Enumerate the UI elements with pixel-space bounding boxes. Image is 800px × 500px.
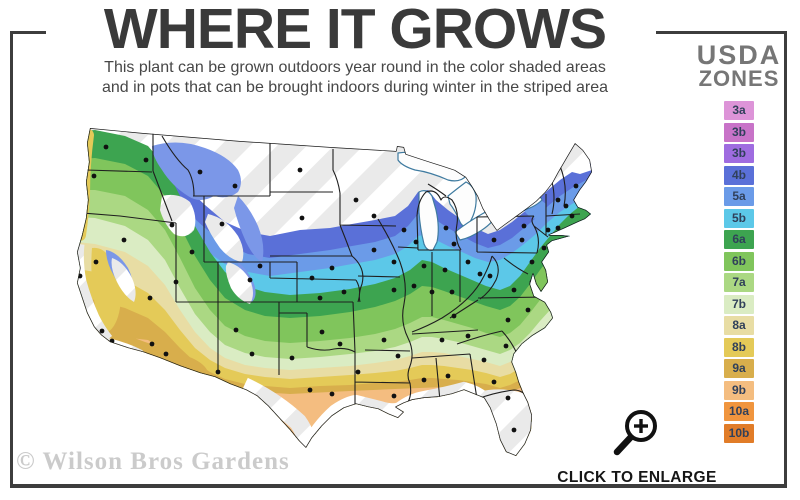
frame-left — [10, 31, 13, 487]
legend-heading-zones: ZONES — [698, 66, 780, 91]
zone-swatch-3: 4b — [724, 165, 754, 185]
zone-swatch-2: 3b — [724, 144, 754, 163]
zone-swatch-5: 5b — [724, 208, 754, 228]
zone-swatch-15: 10b — [724, 423, 754, 443]
magnifier-icon[interactable] — [607, 404, 667, 462]
click-to-enlarge[interactable]: CLICK TO ENLARGE — [548, 404, 726, 487]
zone-swatch-1: 3b — [724, 122, 754, 142]
zone-swatch-11: 8b — [724, 337, 754, 357]
zone-swatch-14: 10a — [724, 402, 754, 421]
usda-zones-legend: USDA ZONES 3a 3b 3b 4b 5a 5b 6a 6b 7a 7b 8a 8b 9a 9b 1… — [696, 42, 782, 445]
zone-swatch-9: 7b — [724, 294, 754, 314]
zone-swatch-list: 3a 3b 3b 4b 5a 5b 6a 6b 7a 7b 8a 8b 9a 9b 10a 10b — [696, 101, 782, 445]
zone-swatch-8: 7a — [724, 273, 754, 292]
lake-huron — [447, 181, 477, 227]
frame-top-left — [10, 31, 46, 34]
enlarge-label[interactable]: CLICK TO ENLARGE — [557, 469, 717, 486]
zone-swatch-12: 9a — [724, 359, 754, 378]
zone-swatch-10: 8a — [724, 316, 754, 335]
zone-swatch-6: 6a — [724, 230, 754, 249]
city-dots — [77, 144, 579, 433]
zone-swatch-4: 5a — [724, 187, 754, 206]
zone-swatch-13: 9b — [724, 380, 754, 400]
lake-michigan — [418, 190, 439, 251]
frame-right — [784, 31, 787, 487]
subtitle-line-2: and in pots that can be brought indoors … — [101, 79, 609, 96]
frame-bottom — [10, 484, 787, 488]
legend-heading-usda: USDA — [696, 40, 782, 70]
zone-swatch-0: 3a — [724, 101, 754, 120]
watermark: © Wilson Bros Gardens — [16, 448, 290, 475]
zone-swatch-7: 6b — [724, 251, 754, 271]
subtitle: This plant can be grown outdoors year ro… — [0, 58, 710, 98]
page-title: WHERE IT GROWS — [103, 0, 607, 61]
usda-zone-map[interactable] — [60, 110, 670, 470]
west-overlays — [77, 129, 547, 372]
subtitle-line-1: This plant can be grown outdoors year ro… — [104, 59, 606, 76]
frame-top-right — [656, 31, 787, 34]
